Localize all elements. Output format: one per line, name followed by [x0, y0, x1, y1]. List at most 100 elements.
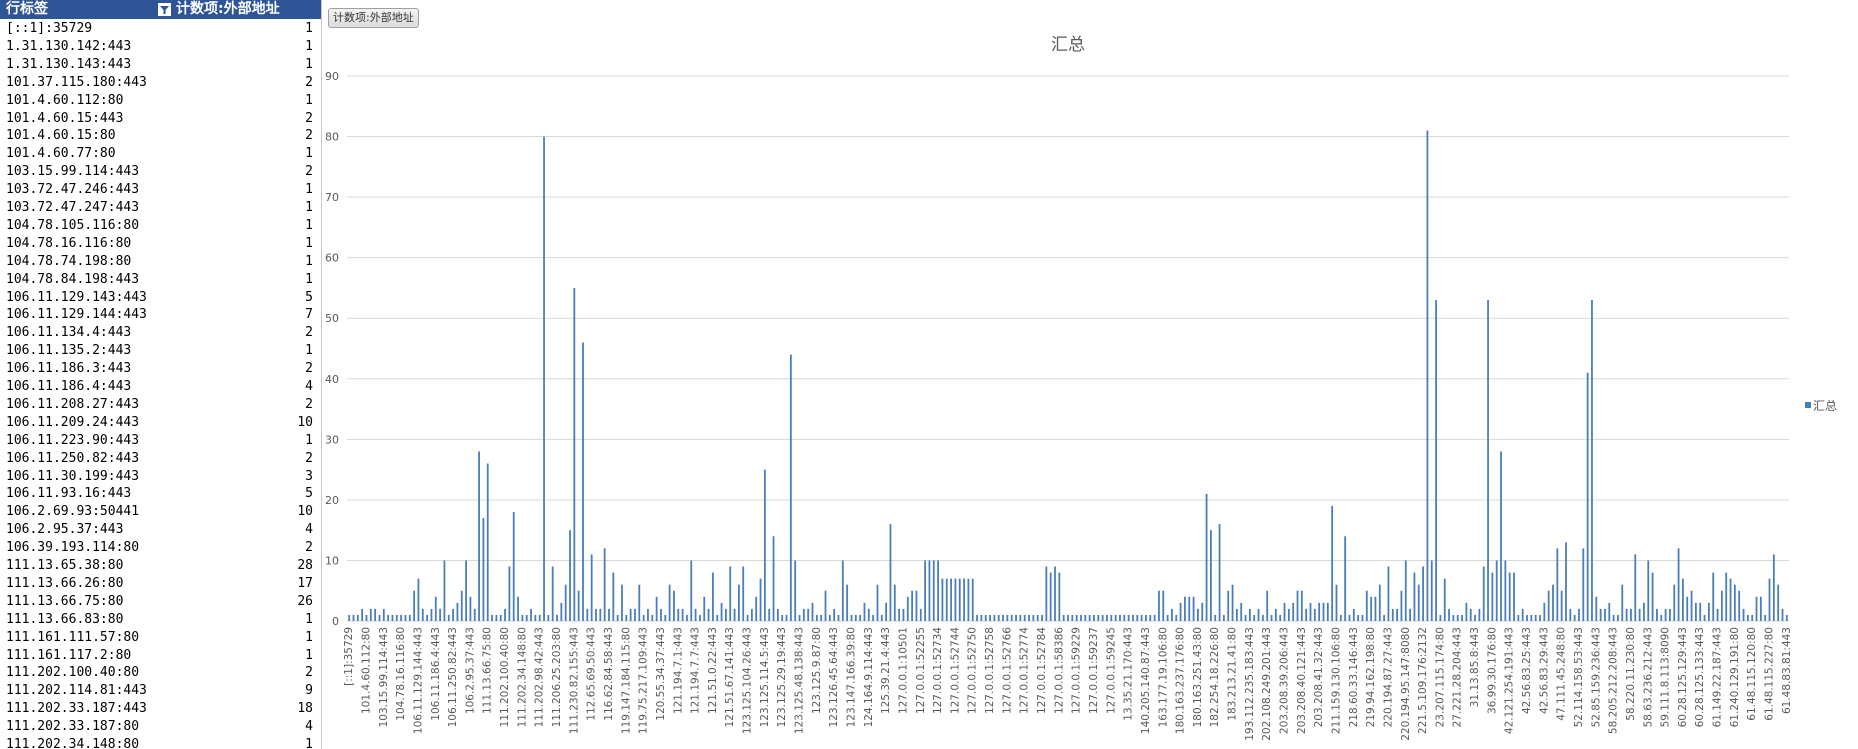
bar: [1344, 536, 1347, 621]
bar: [577, 590, 580, 621]
bar: [1114, 614, 1117, 621]
x-tick-label: 140.205.140.87:443: [1140, 627, 1152, 734]
bar: [928, 560, 931, 621]
row-label: 111.202.33.187:443: [6, 701, 147, 717]
bar: [1578, 608, 1580, 621]
bar: [668, 584, 671, 621]
bar: [1521, 608, 1524, 621]
bar: [1465, 602, 1468, 621]
table-row: 111.13.66.26:80 17: [0, 575, 321, 593]
bar: [426, 614, 429, 621]
table-row: 106.11.186.4:443 4: [0, 378, 321, 396]
field-button[interactable]: 计数项:外部地址: [328, 8, 419, 28]
bar: [945, 578, 948, 621]
filter-button[interactable]: [158, 3, 171, 16]
bar: [1560, 590, 1563, 621]
bar: [1283, 602, 1286, 621]
bar: [1036, 614, 1039, 621]
bar: [1500, 451, 1502, 621]
table-row: 101.4.60.77:80 1: [0, 145, 321, 163]
bar: [1032, 614, 1035, 621]
bar: [1543, 602, 1546, 621]
x-tick-label: 123.126.45.64:443: [828, 627, 840, 727]
bar: [1318, 602, 1321, 621]
bar: [1331, 505, 1334, 621]
table-row: 101.4.60.15:443 2: [0, 110, 321, 128]
bar: [1041, 614, 1043, 621]
bar: [538, 614, 541, 621]
bar: [1586, 372, 1589, 621]
bar: [802, 608, 805, 621]
bar: [863, 602, 866, 621]
x-tick-label: 183.213.21.41:80: [1227, 627, 1239, 721]
bar: [1210, 530, 1212, 621]
bar: [569, 530, 571, 621]
x-tick-label: 127.0.0.1:52774: [1019, 627, 1031, 714]
filter-icon: [160, 6, 169, 14]
bar: [408, 614, 411, 621]
x-tick-label: 124.164.9.114:443: [863, 627, 875, 727]
bar: [954, 578, 957, 621]
x-tick-label: 106.11.129.144:443: [412, 627, 424, 734]
bar: [885, 602, 888, 621]
bar: [1573, 614, 1576, 621]
row-label: 101.4.60.77:80: [6, 146, 116, 162]
bar: [902, 608, 905, 621]
row-count: 18: [297, 701, 313, 717]
bar: [1785, 614, 1788, 621]
bar: [1591, 300, 1593, 621]
bar: [1651, 572, 1654, 621]
bar: [1166, 614, 1169, 621]
bar: [1469, 608, 1472, 621]
x-tick-label: 119.75.217.109:443: [638, 627, 650, 734]
bar: [720, 602, 723, 621]
row-count: 2: [305, 665, 313, 681]
x-tick-label: 121.194.7.7:443: [690, 627, 702, 714]
table-row: 104.78.84.198:443 1: [0, 271, 321, 289]
bar: [699, 614, 701, 621]
x-tick-label: 119.147.184.115:80: [620, 627, 632, 734]
row-label: 104.78.74.198:80: [6, 253, 132, 269]
bar: [1140, 614, 1143, 621]
bar: [452, 608, 454, 621]
bar: [547, 614, 550, 621]
bar: [1028, 614, 1030, 621]
row-count: 10: [297, 504, 313, 520]
x-tick-label: 127.0.0.1:52255: [915, 627, 927, 714]
bar: [737, 584, 740, 621]
x-tick-label: 61.48.115.120:80: [1746, 627, 1758, 721]
bar: [707, 608, 710, 621]
bar: [1149, 614, 1152, 621]
table-row: 106.11.129.143:443 5: [0, 289, 321, 307]
bar: [417, 578, 420, 621]
bar: [733, 608, 736, 621]
row-count: 10: [297, 414, 313, 430]
table-row: 106.11.93.16:443 5: [0, 485, 321, 503]
bar: [1682, 578, 1684, 621]
bar: [755, 596, 758, 621]
bar: [1781, 608, 1784, 621]
row-label: 106.39.193.114:80: [6, 540, 140, 556]
bar: [1365, 590, 1368, 621]
bar: [989, 614, 991, 621]
bar: [1240, 602, 1243, 621]
x-tick-label: 61.240.129.191:80: [1729, 627, 1741, 727]
bar: [456, 602, 459, 621]
bar: [1383, 614, 1386, 621]
row-count: 2: [305, 128, 313, 144]
bar: [1179, 602, 1182, 621]
x-tick-label: 127.0.0.1:52744: [949, 627, 961, 714]
bar: [1738, 590, 1741, 621]
x-tick-label: 121.51.0.22:443: [707, 627, 719, 714]
bar: [1300, 590, 1303, 621]
row-count: 28: [297, 558, 313, 573]
bar: [1054, 566, 1056, 621]
x-tick-label: 111.202.34.148:80: [516, 627, 528, 727]
bar: [421, 608, 424, 621]
bar: [660, 608, 662, 621]
bar: [1599, 608, 1602, 621]
table-row: 104.78.105.116:80 1: [0, 217, 321, 235]
bar: [694, 608, 697, 621]
bar: [1764, 614, 1767, 621]
bar: [971, 578, 974, 621]
